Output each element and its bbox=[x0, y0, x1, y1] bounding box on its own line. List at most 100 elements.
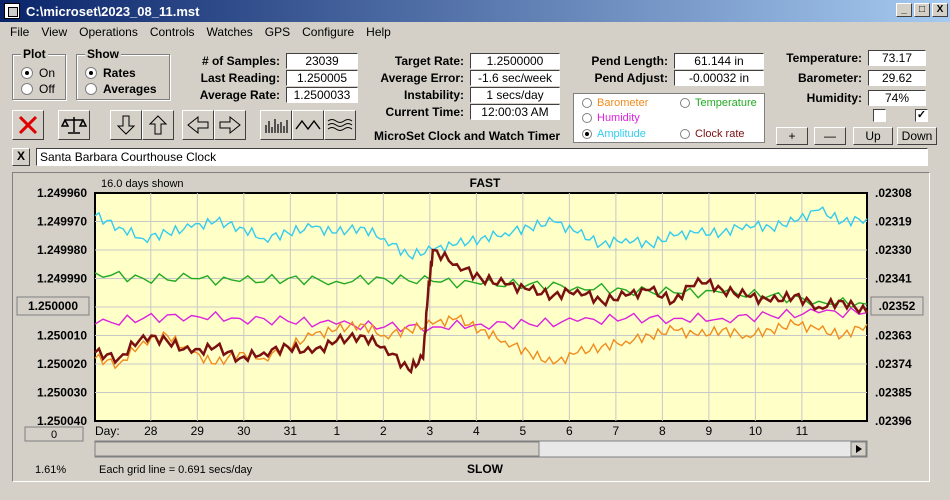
right-checkbox[interactable]: ✓ bbox=[915, 109, 928, 122]
right-axis-tick-label: .02341 bbox=[875, 272, 912, 286]
scale-minus-button[interactable]: — bbox=[814, 127, 846, 145]
right-axis-tick-label: .02396 bbox=[875, 414, 912, 428]
right-axis-tick-label: .02319 bbox=[875, 215, 912, 229]
plot-on-label: On bbox=[39, 66, 56, 80]
samples-row: # of Samples: 23039 bbox=[180, 53, 358, 69]
menu-gps[interactable]: GPS bbox=[264, 25, 291, 39]
humidity-value: 74% bbox=[868, 90, 926, 106]
left-center-button-label: 1.250000 bbox=[28, 299, 78, 313]
arrow-left-icon bbox=[187, 115, 209, 135]
series-line-barometer bbox=[94, 314, 868, 370]
menu-controls[interactable]: Controls bbox=[149, 25, 195, 39]
legend-temperature-label: Temperature bbox=[695, 97, 757, 109]
scale-plus-button[interactable]: + bbox=[776, 127, 808, 145]
pend-length-value[interactable]: 61.144 in bbox=[674, 53, 764, 69]
plot-off-radio[interactable]: Off bbox=[21, 81, 55, 97]
show-group: Show Rates Averages bbox=[76, 47, 170, 100]
menu-file[interactable]: File bbox=[10, 25, 30, 39]
samples-value: 23039 bbox=[286, 53, 358, 69]
radio-dot bbox=[582, 98, 592, 108]
average-error-row: Average Error: -1.6 sec/week bbox=[366, 70, 560, 86]
instability-label: Instability: bbox=[403, 88, 464, 102]
right-axis-tick-label: .02308 bbox=[875, 186, 912, 200]
arrow-left-button[interactable] bbox=[182, 110, 214, 140]
left-axis-tick-label: 1.249960 bbox=[37, 186, 87, 200]
show-rates-radio[interactable]: Rates bbox=[85, 65, 136, 81]
scale-up-button[interactable]: Up bbox=[853, 127, 893, 145]
x-axis-tick-label: 1 bbox=[333, 424, 340, 438]
left-checkbox[interactable] bbox=[873, 109, 886, 122]
left-axis-tick-label: 1.250040 bbox=[37, 414, 87, 428]
clock-name-field[interactable]: Santa Barbara Courthouse Clock bbox=[36, 148, 928, 166]
plot-on-radio[interactable]: On bbox=[21, 65, 55, 81]
arrow-down-button[interactable] bbox=[110, 110, 142, 140]
temperature-row: Temperature: 73.17 bbox=[776, 50, 926, 66]
rate-chart[interactable]: 1.249960 .02308 1.249970 .02319 1.249980 .023… bbox=[13, 173, 929, 481]
x-axis-label: Day: bbox=[95, 424, 120, 438]
average-rate-row: Average Rate: 1.2500033 bbox=[180, 87, 358, 103]
waveform-button[interactable] bbox=[292, 110, 324, 140]
target-rate-value[interactable]: 1.2500000 bbox=[470, 53, 560, 69]
grid-note-label: Each grid line = 0.691 secs/day bbox=[99, 464, 253, 476]
radio-dot bbox=[21, 83, 33, 95]
arrow-up-button[interactable] bbox=[142, 110, 174, 140]
arrow-down-icon bbox=[116, 115, 136, 135]
legend-temperature[interactable]: Temperature bbox=[680, 97, 757, 109]
last-reading-value: 1.250005 bbox=[286, 70, 358, 86]
maximize-button[interactable]: □ bbox=[914, 3, 930, 17]
x-axis-tick-label: 10 bbox=[749, 424, 763, 438]
x-axis-tick-label: 7 bbox=[613, 424, 620, 438]
legend-barometer[interactable]: Barometer bbox=[582, 97, 648, 109]
menu-configure[interactable]: Configure bbox=[302, 25, 355, 39]
title-bar: C:\microset\2023_08_11.mst _ □ X bbox=[0, 0, 950, 22]
left-axis-tick-label: 1.250010 bbox=[37, 329, 87, 343]
show-averages-label: Averages bbox=[103, 82, 157, 96]
minimize-button[interactable]: _ bbox=[896, 3, 912, 17]
legend-clockrate[interactable]: Clock rate bbox=[680, 128, 745, 140]
plot-group-title: Plot bbox=[21, 47, 48, 61]
multi-wave-button[interactable] bbox=[324, 110, 356, 140]
x-axis-tick-label: 31 bbox=[284, 424, 298, 438]
menu-watches[interactable]: Watches bbox=[206, 25, 253, 39]
radio-dot bbox=[582, 113, 592, 123]
radio-dot bbox=[582, 129, 592, 139]
x-axis-tick-label: 6 bbox=[566, 424, 573, 438]
calibrate-button[interactable] bbox=[58, 110, 90, 140]
series-line-amplitude bbox=[94, 206, 868, 261]
menu-operations[interactable]: Operations bbox=[79, 25, 138, 39]
legend-amplitude[interactable]: Amplitude bbox=[582, 128, 646, 140]
temperature-label: Temperature: bbox=[786, 51, 862, 65]
menu-view[interactable]: View bbox=[41, 25, 68, 39]
scale-down-button[interactable]: Down bbox=[897, 127, 937, 145]
arrow-right-button[interactable] bbox=[214, 110, 246, 140]
left-axis-tick-label: 1.249980 bbox=[37, 243, 87, 257]
histogram-button[interactable] bbox=[260, 110, 292, 140]
clear-clock-button[interactable]: X bbox=[12, 148, 30, 166]
legend-humidity[interactable]: Humidity bbox=[582, 112, 640, 124]
balance-icon bbox=[61, 117, 87, 134]
stop-button[interactable] bbox=[12, 110, 44, 140]
right-axis-tick-label: .02330 bbox=[875, 243, 912, 257]
radio-dot bbox=[680, 98, 690, 108]
radio-dot bbox=[21, 67, 33, 79]
right-axis-tick-label: .02374 bbox=[875, 357, 912, 371]
show-group-title: Show bbox=[85, 47, 121, 61]
show-averages-radio[interactable]: Averages bbox=[85, 81, 157, 97]
days-shown-label: 16.0 days shown bbox=[101, 178, 184, 190]
left-center-button[interactable] bbox=[16, 296, 90, 316]
pend-adjust-row: Pend Adjust: -0.00032 in bbox=[570, 70, 764, 86]
stop-icon bbox=[18, 115, 38, 135]
series-line-clockrate bbox=[94, 248, 869, 375]
average-rate-value: 1.2500033 bbox=[286, 87, 358, 103]
average-error-value: -1.6 sec/week bbox=[470, 70, 560, 86]
scrollbar-thumb[interactable] bbox=[94, 441, 540, 457]
app-icon bbox=[4, 3, 20, 19]
left-bottom-button[interactable] bbox=[24, 426, 84, 442]
left-bottom-button-label: 0 bbox=[51, 429, 57, 441]
radio-dot bbox=[85, 67, 97, 79]
right-center-button[interactable] bbox=[870, 296, 924, 316]
x-axis-tick-label: 9 bbox=[706, 424, 713, 438]
close-button[interactable]: X bbox=[932, 3, 948, 17]
current-time-value: 12:00:03 AM bbox=[470, 104, 560, 120]
menu-help[interactable]: Help bbox=[366, 25, 391, 39]
